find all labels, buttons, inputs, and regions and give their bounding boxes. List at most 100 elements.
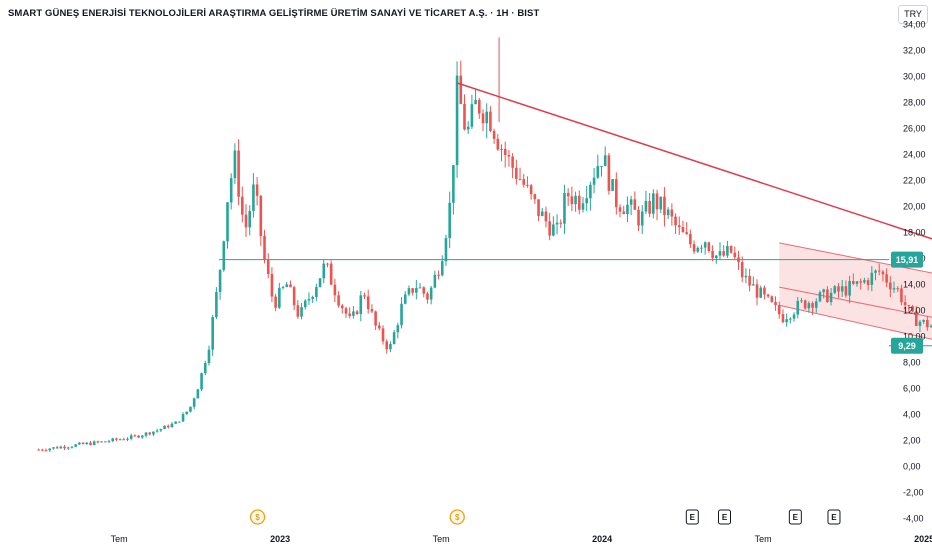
candle-body bbox=[511, 156, 514, 168]
dividend-icon-label: $ bbox=[455, 513, 460, 522]
candle-body bbox=[159, 428, 163, 431]
y-tick-label: -4,00 bbox=[903, 514, 924, 524]
candle-body bbox=[744, 275, 748, 278]
candle-body bbox=[248, 210, 252, 228]
candle-body bbox=[681, 226, 685, 233]
candle-body bbox=[289, 284, 292, 288]
candle-body bbox=[763, 287, 766, 295]
candle-body bbox=[589, 184, 592, 199]
candle-body bbox=[577, 195, 581, 210]
candle-body bbox=[403, 294, 407, 304]
earnings-icon-label: E bbox=[793, 513, 799, 522]
x-axis: Tem2023Tem2024Tem2025Tem2026Tem2027 bbox=[111, 534, 932, 544]
candle-body bbox=[348, 313, 351, 316]
candle-body bbox=[96, 441, 100, 443]
candle-body bbox=[429, 287, 433, 300]
candle-body bbox=[844, 286, 848, 296]
y-tick-label: 10,00 bbox=[903, 332, 926, 342]
candle-body bbox=[281, 287, 285, 289]
candle-body bbox=[848, 280, 851, 296]
earnings-icon-label: E bbox=[722, 513, 728, 522]
candle-body bbox=[440, 261, 444, 276]
candle-body bbox=[229, 178, 233, 203]
candle-body bbox=[226, 202, 229, 242]
candle-body bbox=[296, 305, 300, 317]
candle-body bbox=[155, 430, 159, 432]
candle-body bbox=[152, 431, 155, 435]
candle-body bbox=[48, 448, 52, 451]
candle-body bbox=[500, 148, 503, 150]
candle-body bbox=[370, 309, 374, 312]
currency-button[interactable]: TRY bbox=[898, 5, 928, 24]
candle-body bbox=[407, 288, 411, 295]
candle-body bbox=[785, 319, 788, 323]
trendline[interactable] bbox=[457, 82, 932, 461]
candle-body bbox=[148, 432, 152, 435]
candle-body bbox=[907, 305, 911, 307]
candle-body bbox=[707, 242, 711, 252]
candle-body bbox=[703, 242, 707, 248]
x-tick-label: Tem bbox=[111, 534, 128, 544]
candle-body bbox=[470, 104, 474, 127]
earnings-icon bbox=[718, 509, 731, 525]
candle-body bbox=[337, 295, 340, 306]
candle-body bbox=[670, 209, 674, 217]
candle-body bbox=[800, 300, 803, 302]
y-tick-label: 12,00 bbox=[903, 306, 926, 316]
candle-body bbox=[696, 247, 700, 252]
candle-body bbox=[526, 184, 529, 186]
x-tick-label: 2023 bbox=[270, 534, 290, 544]
candle-body bbox=[537, 199, 540, 216]
candle-body bbox=[922, 319, 925, 322]
candle-body bbox=[626, 204, 629, 214]
candle-body bbox=[300, 307, 303, 317]
candle-body bbox=[122, 439, 126, 441]
candle-body bbox=[315, 286, 318, 297]
candle-body bbox=[911, 306, 914, 312]
candle-body bbox=[555, 222, 559, 225]
candle-body bbox=[244, 214, 248, 228]
candle-body bbox=[340, 305, 344, 309]
y-tick-label: 14,00 bbox=[903, 280, 926, 290]
candle-body bbox=[533, 194, 537, 200]
x-tick-label: Tem bbox=[433, 534, 450, 544]
descending-trendline bbox=[457, 82, 932, 240]
candle-body bbox=[585, 198, 588, 204]
candle-body bbox=[829, 292, 833, 303]
candle-body bbox=[52, 447, 55, 449]
candle-body bbox=[144, 432, 148, 436]
candle-body bbox=[78, 442, 81, 445]
candle-body bbox=[874, 270, 877, 273]
y-tick-label: 2,00 bbox=[903, 436, 921, 446]
candle-body bbox=[877, 270, 881, 272]
candle-body bbox=[100, 441, 103, 443]
candle-body bbox=[759, 287, 763, 298]
candle-body bbox=[355, 311, 359, 314]
candle-body bbox=[855, 281, 859, 284]
candle-body bbox=[722, 251, 725, 256]
candle-body bbox=[378, 325, 381, 329]
candle-body bbox=[492, 130, 496, 139]
earnings-icon-label: E bbox=[831, 513, 837, 522]
candle-body bbox=[896, 288, 900, 290]
candle-body bbox=[63, 446, 66, 449]
candle-body bbox=[141, 435, 144, 438]
candle-body bbox=[648, 200, 651, 214]
candle-body bbox=[59, 446, 63, 449]
candle-body bbox=[544, 211, 548, 222]
candle-body bbox=[522, 179, 526, 185]
candle-body bbox=[685, 232, 688, 234]
candle-body bbox=[770, 296, 774, 302]
candle-body bbox=[418, 287, 422, 289]
candle-body bbox=[852, 280, 855, 284]
x-tick-label: 2024 bbox=[592, 534, 612, 544]
candle-body bbox=[415, 287, 418, 293]
candle-body bbox=[66, 447, 70, 449]
y-tick-label: 20,00 bbox=[903, 202, 926, 212]
y-tick-label: 24,00 bbox=[903, 150, 926, 160]
candle-body bbox=[307, 299, 311, 301]
candle-body bbox=[592, 177, 596, 185]
candle-body bbox=[700, 247, 703, 249]
candle-body bbox=[107, 441, 111, 443]
